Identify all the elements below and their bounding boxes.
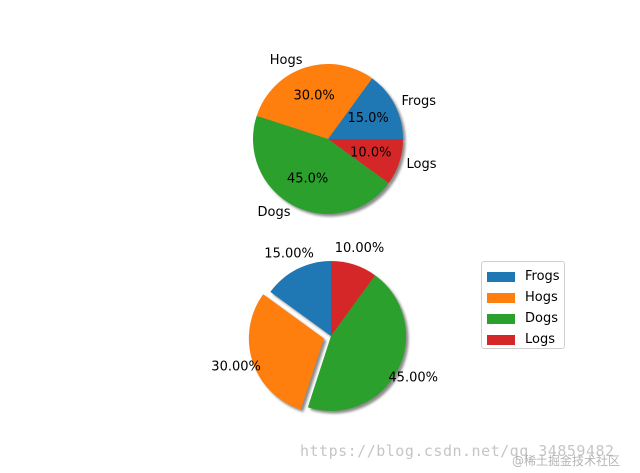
legend-item-logs: Logs <box>487 329 564 350</box>
legend-label: Dogs <box>525 311 558 326</box>
pie-slice-dogs <box>252 115 389 215</box>
pie-slice-frogs <box>270 260 331 336</box>
pct-label-hogs: 30.00% <box>211 359 261 374</box>
legend-item-frogs: Frogs <box>487 266 564 287</box>
slice-label-dogs: Dogs <box>258 205 291 220</box>
pie-slice-logs <box>328 139 403 184</box>
watermark-credit: @稀土掘金技术社区 <box>512 454 621 468</box>
legend-label: Frogs <box>525 269 560 284</box>
legend-label: Logs <box>525 332 555 347</box>
pie-chart-bottom: 15.00% 30.00% 45.00% 10.00% <box>211 241 438 414</box>
pie-slice-hogs <box>248 294 324 410</box>
pct-label-frogs: 15.00% <box>264 246 314 261</box>
watermark-url: https://blog.csdn.net/qq_34859482 <box>300 442 615 460</box>
legend-item-dogs: Dogs <box>487 308 564 329</box>
pct-label-logs: 10.0% <box>350 145 391 160</box>
slice-label-frogs: Frogs <box>402 94 437 109</box>
pie-slice-dogs <box>307 275 407 412</box>
legend-swatch <box>487 313 515 324</box>
pie-slice-logs <box>331 261 376 336</box>
legend-swatch <box>487 292 515 303</box>
pie-slice-frogs <box>328 78 403 139</box>
slice-label-logs: Logs <box>407 157 437 172</box>
pct-label-logs: 10.00% <box>335 241 385 256</box>
legend-swatch <box>487 334 515 345</box>
legend: Frogs Hogs Dogs Logs <box>481 261 565 349</box>
slice-label-hogs: Hogs <box>270 53 303 68</box>
pct-label-hogs: 30.0% <box>293 89 334 104</box>
pct-label-dogs: 45.00% <box>388 370 438 385</box>
pct-label-dogs: 45.0% <box>287 172 328 187</box>
legend-item-hogs: Hogs <box>487 287 564 308</box>
legend-swatch <box>487 271 515 282</box>
legend-label: Hogs <box>525 290 558 305</box>
pie-slice-hogs <box>256 63 373 139</box>
pie-chart-top: 15.0% 30.0% 45.0% 10.0% Frogs Hogs Dogs Logs <box>252 53 437 220</box>
pct-label-frogs: 15.0% <box>347 111 388 126</box>
